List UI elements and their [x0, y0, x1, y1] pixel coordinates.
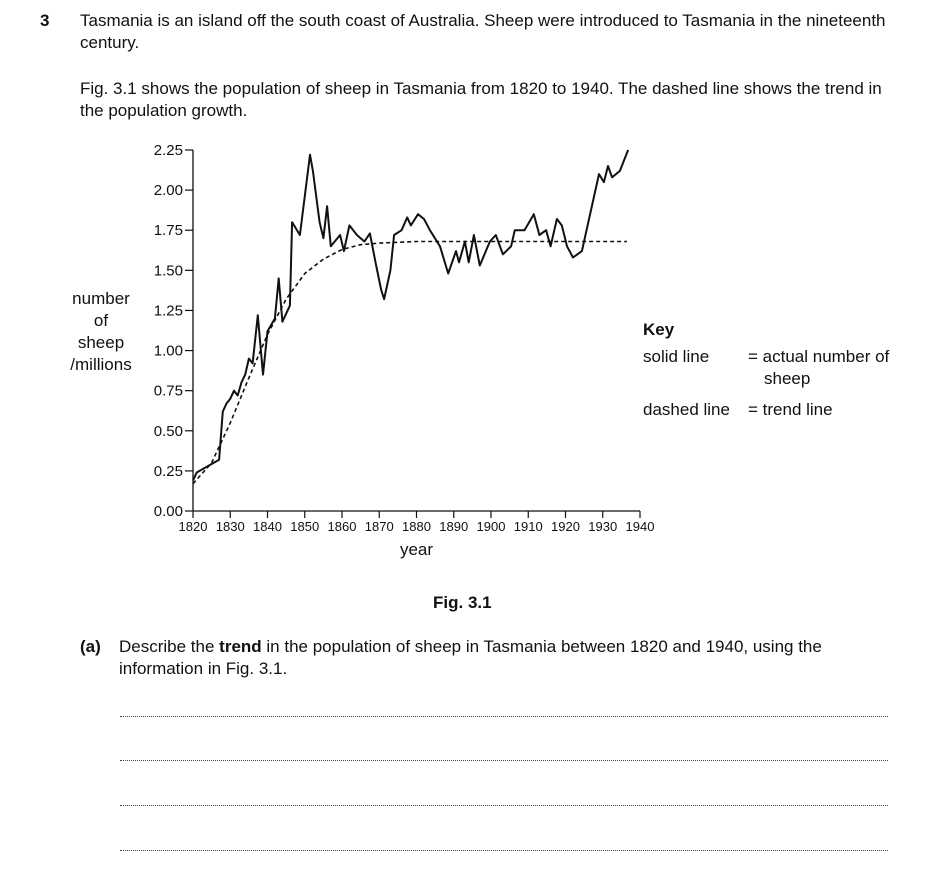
- answer-line: [120, 760, 888, 761]
- data-line: [192, 149, 630, 481]
- x-axis-label: year: [400, 540, 433, 559]
- x-tick-label: 1870: [365, 519, 394, 534]
- y-tick-label: 1.75: [154, 222, 183, 239]
- y-tick-label: 1.50: [154, 262, 183, 279]
- figure-caption: Fig. 3.1: [433, 593, 492, 612]
- y-axis-label: of: [94, 311, 108, 330]
- key-description: = trend line: [748, 400, 833, 419]
- y-tick-label: 0.25: [154, 463, 183, 480]
- answer-line: [120, 805, 888, 806]
- bold-text: trend: [219, 637, 262, 656]
- x-tick-label: 1840: [253, 519, 282, 534]
- x-tick-label: 1920: [551, 519, 580, 534]
- key-label: solid line: [643, 347, 710, 366]
- x-tick-label: 1900: [477, 519, 506, 534]
- text: Describe the: [119, 637, 220, 656]
- y-tick-label: 2.25: [154, 142, 183, 159]
- y-tick-label: 0.00: [154, 503, 183, 520]
- y-axis-label: sheep: [78, 333, 124, 352]
- x-tick-label: 1850: [290, 519, 319, 534]
- question-number: 3: [40, 11, 50, 30]
- x-tick-label: 1820: [179, 519, 208, 534]
- x-tick-label: 1940: [626, 519, 655, 534]
- intro-paragraph: Fig. 3.1 shows the population of sheep i…: [80, 79, 882, 120]
- intro-paragraph: Tasmania is an island off the south coas…: [80, 11, 886, 52]
- answer-line: [120, 716, 888, 717]
- y-tick-label: 1.00: [154, 343, 183, 360]
- y-tick-label: 2.00: [154, 182, 183, 199]
- key-label: dashed line: [643, 400, 730, 419]
- y-axis-label: /millions: [70, 355, 131, 374]
- x-tick-label: 1880: [402, 519, 431, 534]
- text: in the population of sheep in Tasmania b…: [119, 637, 822, 678]
- key-description: = actual number of sheep: [748, 347, 890, 388]
- x-tick-label: 1830: [216, 519, 245, 534]
- part-text: Describe the trend in the population of …: [119, 636, 899, 680]
- part-label: (a): [80, 637, 101, 656]
- x-tick-label: 1930: [588, 519, 617, 534]
- x-tick-label: 1890: [439, 519, 468, 534]
- answer-line: [120, 850, 888, 851]
- x-tick-label: 1910: [514, 519, 543, 534]
- key-title: Key: [643, 320, 675, 339]
- y-tick-label: 1.25: [154, 302, 183, 319]
- y-tick-label: 0.50: [154, 423, 183, 440]
- y-axis-label: number: [72, 289, 130, 308]
- y-tick-label: 0.75: [154, 383, 183, 400]
- x-tick-label: 1860: [328, 519, 357, 534]
- trend-line: [192, 240, 627, 485]
